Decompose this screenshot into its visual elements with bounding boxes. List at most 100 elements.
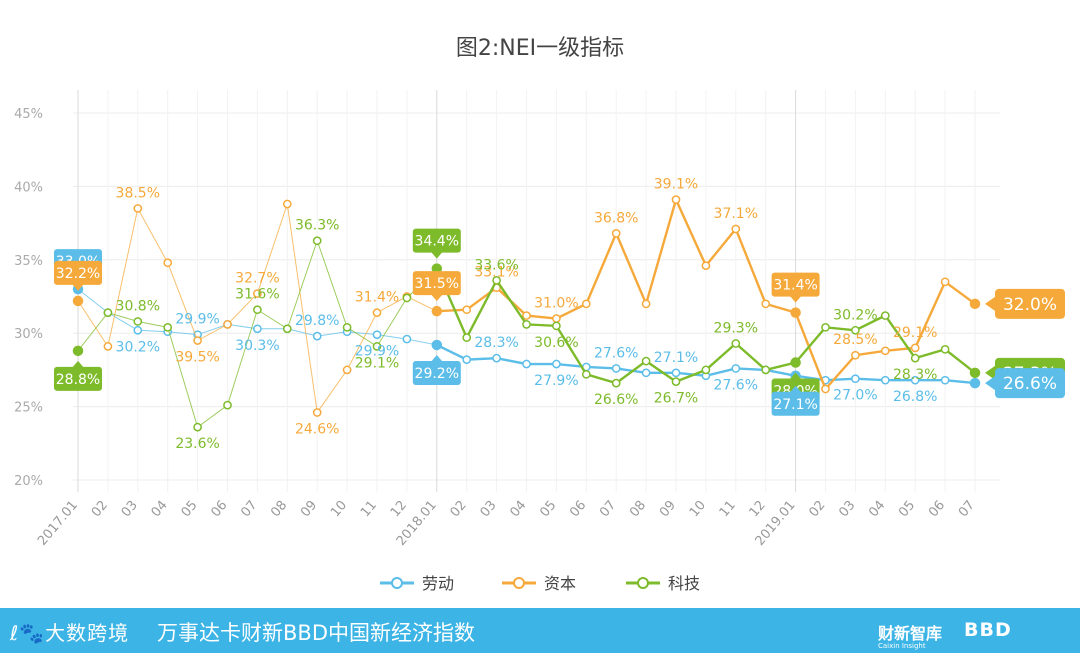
data-point bbox=[522, 320, 531, 329]
callout-text: 32.0% bbox=[1003, 295, 1057, 315]
x-tick-label: 04 bbox=[149, 498, 171, 520]
data-point bbox=[731, 224, 741, 234]
data-label: 30.3% bbox=[235, 338, 279, 354]
callout-pointer bbox=[430, 251, 443, 259]
data-point bbox=[821, 384, 830, 394]
callout-box bbox=[412, 228, 461, 253]
x-tick-label: 2017.01 bbox=[35, 498, 81, 549]
x-tick-label: 12 bbox=[747, 498, 769, 520]
callout-label: 31.5% bbox=[412, 271, 461, 302]
y-tick-label: 45% bbox=[14, 107, 43, 122]
data-point bbox=[701, 365, 711, 375]
data-point bbox=[253, 324, 262, 334]
data-point bbox=[611, 378, 621, 388]
data-point bbox=[851, 374, 860, 384]
data-point bbox=[492, 353, 501, 363]
x-tick-label: 11 bbox=[717, 498, 739, 520]
data-point bbox=[969, 377, 981, 389]
x-tick-label: 10 bbox=[687, 498, 709, 520]
x-tick-label: 02 bbox=[89, 498, 111, 520]
footer-title: 万事达卡财新BBD中国新经济指数 bbox=[157, 621, 475, 645]
data-point bbox=[940, 375, 950, 385]
data-point bbox=[880, 375, 890, 385]
data-label: 27.9% bbox=[534, 373, 578, 389]
data-point bbox=[552, 321, 561, 331]
data-point bbox=[133, 204, 143, 213]
data-point bbox=[851, 325, 860, 335]
legend-label: 劳动 bbox=[422, 574, 454, 593]
data-point bbox=[462, 333, 472, 342]
callout-text: 34.4% bbox=[415, 234, 459, 250]
data-point bbox=[761, 299, 771, 309]
callout-label: 27.1% bbox=[771, 385, 820, 416]
x-tick-label: 03 bbox=[836, 498, 858, 520]
x-tick-label: 04 bbox=[507, 498, 529, 520]
data-point bbox=[611, 364, 621, 373]
callout-pointer bbox=[985, 376, 995, 391]
x-tick-label: 10 bbox=[328, 498, 350, 520]
callout-text: 26.6% bbox=[1003, 374, 1057, 394]
data-point bbox=[431, 339, 443, 351]
data-point bbox=[581, 299, 591, 309]
data-point bbox=[552, 359, 561, 369]
y-tick-label: 35% bbox=[14, 254, 43, 269]
x-tick-label: 02 bbox=[448, 498, 470, 520]
caixin-insight-sub: Caixin Insight bbox=[878, 642, 926, 650]
data-label: 32.7% bbox=[235, 271, 279, 287]
x-tick-label: 06 bbox=[208, 498, 230, 520]
data-label: 31.6% bbox=[235, 287, 279, 303]
callout-label: 32.2% bbox=[54, 260, 102, 291]
callout-pointer bbox=[985, 365, 995, 380]
data-point bbox=[641, 368, 651, 378]
y-tick-label: 30% bbox=[14, 327, 43, 342]
data-label: 27.1% bbox=[654, 350, 698, 366]
brand-prefix: ℓ🐾 bbox=[10, 621, 46, 645]
caixin-insight-name: 财新智库 bbox=[878, 624, 943, 643]
data-point bbox=[940, 344, 950, 354]
data-point bbox=[851, 350, 860, 360]
data-label: 30.6% bbox=[534, 335, 578, 351]
x-tick-label: 04 bbox=[866, 498, 888, 520]
legend-item: 资本 bbox=[502, 574, 576, 593]
data-label: 29.1% bbox=[355, 355, 399, 371]
line-chart: 图2:NEI一级指标 20% 25% 30% 35% 40% 45% 2017.01 02 03 0… bbox=[14, 36, 1065, 593]
data-point bbox=[701, 261, 711, 271]
data-label: 28.5% bbox=[833, 332, 877, 348]
callout-text: 27.1% bbox=[773, 397, 817, 413]
data-point bbox=[342, 365, 352, 375]
data-point bbox=[880, 346, 890, 356]
data-point bbox=[611, 229, 621, 238]
data-point bbox=[342, 322, 352, 332]
data-label: 33.6% bbox=[474, 257, 518, 273]
legend-label: 资本 bbox=[544, 574, 576, 593]
data-label: 39.5% bbox=[175, 350, 219, 366]
data-label: 29.1% bbox=[893, 325, 937, 341]
callout-label: 28.8% bbox=[54, 360, 102, 391]
callout-pointer bbox=[430, 354, 443, 362]
data-label: 31.4% bbox=[355, 290, 399, 306]
data-label: 36.8% bbox=[594, 210, 638, 226]
data-point bbox=[133, 317, 143, 326]
data-label: 29.9% bbox=[175, 312, 219, 328]
x-tick-label: 06 bbox=[567, 498, 589, 520]
callout-label: 32.0% bbox=[985, 288, 1065, 319]
data-point bbox=[372, 308, 382, 317]
x-tick-label: 07 bbox=[238, 498, 260, 520]
legend-marker bbox=[391, 577, 403, 589]
data-point bbox=[133, 325, 143, 335]
data-point bbox=[761, 365, 771, 375]
data-label: 38.5% bbox=[116, 185, 160, 201]
y-tick-label: 40% bbox=[14, 180, 43, 195]
data-point bbox=[312, 408, 322, 417]
data-label: 28.3% bbox=[893, 367, 937, 383]
callout-label: 31.4% bbox=[771, 272, 820, 303]
data-point bbox=[969, 367, 981, 379]
data-point bbox=[581, 369, 591, 379]
data-label: 27.6% bbox=[594, 345, 638, 361]
x-tick-label: 08 bbox=[627, 498, 649, 520]
legend-item: 劳动 bbox=[380, 574, 454, 593]
data-label: 26.6% bbox=[594, 392, 638, 408]
data-point bbox=[969, 298, 981, 310]
data-point bbox=[821, 322, 830, 332]
data-point bbox=[790, 357, 801, 368]
